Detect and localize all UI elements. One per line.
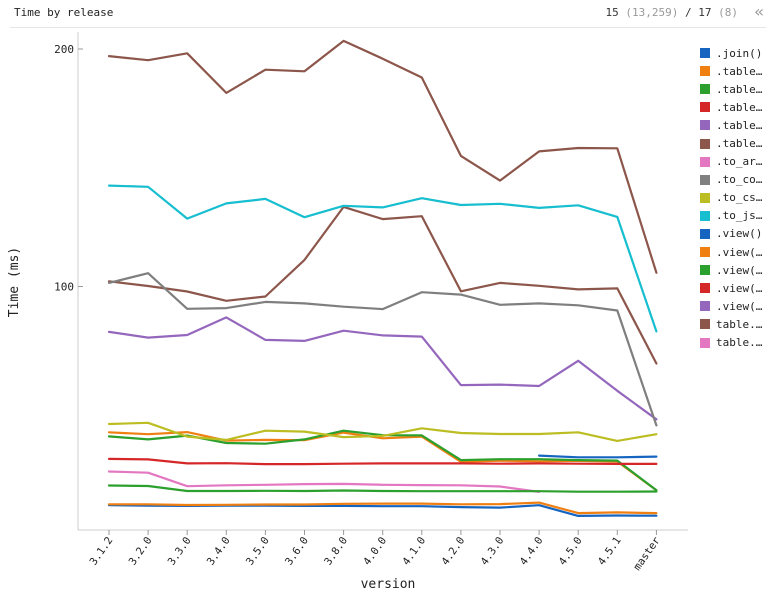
series-line-8 [107, 421, 658, 442]
legend-swatch [700, 138, 710, 149]
legend-label: .to_co… [716, 173, 763, 187]
legend-item[interactable]: .to_co… [700, 171, 772, 189]
legend-swatch [700, 265, 710, 276]
legend-swatch [700, 247, 710, 258]
y-tick-label: 100 [54, 281, 74, 294]
x-tick-label: 4.3.0 [478, 535, 506, 568]
legend-item[interactable]: .table… [700, 116, 772, 134]
x-tick-label: 4.5.0 [557, 535, 585, 568]
legend-label: .to_ar… [716, 155, 763, 169]
legend-swatch [700, 337, 710, 348]
series-line-10 [107, 504, 658, 517]
legend-item[interactable]: .table… [700, 62, 772, 80]
x-tick-label: 3.5.0 [244, 535, 272, 568]
legend-item[interactable]: table.… [700, 334, 772, 352]
legend-swatch [700, 301, 710, 312]
legend-item[interactable]: .view(… [700, 279, 772, 297]
legend-label: .table… [716, 64, 763, 78]
legend-label: table.… [716, 336, 763, 350]
series-line-15 [107, 39, 658, 274]
legend-label: .view() [716, 227, 763, 241]
x-tick-label: 4.4.0 [518, 535, 546, 568]
legend-item[interactable]: .table… [700, 134, 772, 152]
legend-swatch [700, 120, 710, 131]
legend-swatch [700, 210, 710, 221]
chart-title: Time by release [14, 6, 114, 19]
x-tick-label: 4.1.0 [400, 535, 428, 568]
series-line-7 [107, 272, 658, 427]
legend-label: .to_cs… [716, 191, 763, 205]
legend-item[interactable]: .view(… [700, 261, 772, 279]
legend-item[interactable]: .view(… [700, 243, 772, 261]
legend-item[interactable]: .view(… [700, 297, 772, 315]
legend-label: .table… [716, 137, 763, 151]
x-tick-label: 4.0.0 [361, 535, 389, 568]
legend-label: .table… [716, 118, 763, 132]
counter-separator: / [685, 6, 692, 19]
legend-label: .table… [716, 82, 763, 96]
shown-detail: (13,259) [625, 6, 679, 19]
series-line-4 [107, 316, 658, 421]
legend-item[interactable]: .view() [700, 225, 772, 243]
series-line-2 [107, 429, 658, 492]
x-tick-label: 3.6.0 [283, 535, 311, 568]
x-tick-label: 4.2.0 [439, 535, 467, 568]
collapse-icon[interactable]: « [754, 2, 764, 21]
legend: .join() .table… .table… .table… .table… .tabl… [700, 44, 772, 352]
series-line-1 [107, 431, 658, 492]
x-tick-label: 3.1.2 [87, 535, 115, 568]
legend-item[interactable]: .table… [700, 80, 772, 98]
legend-swatch [700, 156, 710, 167]
shown-count: 15 [605, 6, 619, 19]
legend-swatch [700, 66, 710, 77]
legend-label: table.… [716, 317, 763, 331]
x-tick-label: 3.2.0 [127, 535, 155, 568]
legend-label: .table… [716, 100, 763, 114]
total-count: 17 [698, 6, 712, 19]
legend-swatch [700, 283, 710, 294]
x-tick-label: 3.4.0 [205, 535, 233, 568]
x-tick-label: 3.3.0 [166, 535, 194, 568]
legend-item[interactable]: .table… [700, 98, 772, 116]
header-divider [10, 27, 766, 28]
series-line-12 [107, 484, 658, 493]
legend-label: .view(… [716, 299, 763, 313]
legend-label: .join() [716, 46, 763, 60]
total-detail: (8) [718, 6, 738, 19]
x-tick-label: 4.5.1 [596, 535, 624, 568]
y-tick-label: 200 [54, 43, 74, 56]
series-line-9 [107, 184, 658, 333]
series-counter: 15 (13,259) / 17 (8) [606, 6, 738, 19]
series-line-0 [538, 454, 658, 459]
legend-label: .view(… [716, 245, 763, 259]
legend-swatch [700, 48, 710, 59]
legend-item[interactable]: .to_cs… [700, 189, 772, 207]
legend-swatch [700, 319, 710, 330]
legend-swatch [700, 174, 710, 185]
legend-label: .view(… [716, 263, 763, 277]
line-chart: 100 200 3.1.2 3.2.0 3.3.0 3.4.0 3.5.0 3.6.0 3.8.… [7, 32, 688, 592]
x-axis-label: version [361, 577, 416, 592]
y-axis-label: Time (ms) [7, 247, 22, 317]
legend-item[interactable]: .to_js… [700, 207, 772, 225]
x-tick-label: 3.8.0 [322, 535, 350, 568]
series-line-5 [107, 205, 658, 365]
series-line-11 [107, 501, 658, 515]
legend-swatch [700, 102, 710, 113]
series-line-3 [107, 457, 658, 466]
legend-swatch [700, 192, 710, 203]
legend-swatch [700, 228, 710, 239]
x-tick-label: master [631, 535, 663, 573]
series-line-6 [107, 470, 541, 493]
legend-label: .view(… [716, 281, 763, 295]
legend-item[interactable]: table.… [700, 315, 772, 333]
legend-label: .to_js… [716, 209, 763, 223]
legend-item[interactable]: .to_ar… [700, 153, 772, 171]
legend-swatch [700, 84, 710, 95]
legend-item[interactable]: .join() [700, 44, 772, 62]
